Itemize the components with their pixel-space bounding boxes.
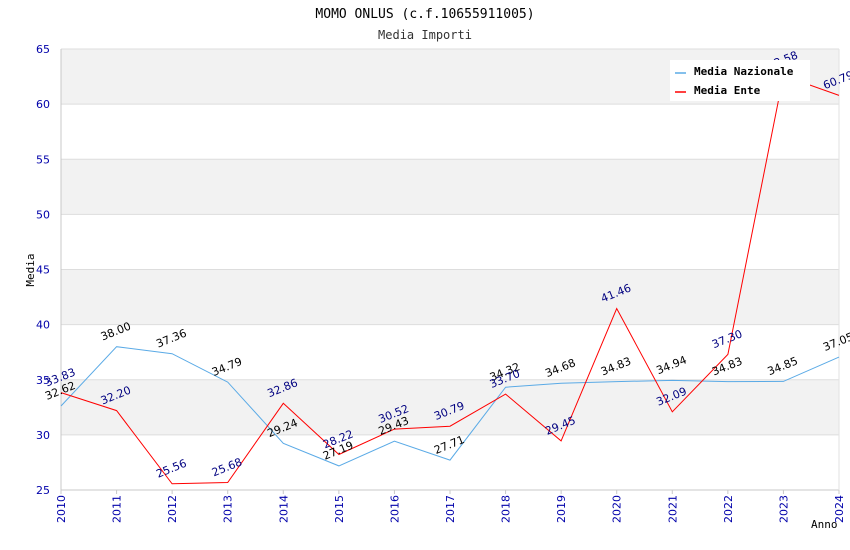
y-tick-50: 50 [36,208,50,221]
y-tick-45: 45 [36,264,50,277]
axes [60,49,840,494]
legend: Media Nazionale Media Ente [670,60,810,101]
band-4 [61,214,839,270]
y-tick-30: 30 [36,429,50,442]
band-2 [61,324,839,380]
x-tick-labels: 2010 2011 2012 2013 2014 2015 2016 2017 2018 2019… [55,495,846,523]
legend-label-media-ente: Media Ente [694,84,761,97]
x-tick-2016: 2016 [388,495,401,523]
x-tick-2011: 2011 [111,495,124,523]
legend-box [670,60,810,101]
x-axis-label: Anno [811,518,838,531]
y-tick-55: 55 [36,153,50,166]
x-tick-2022: 2022 [722,495,735,523]
x-tick-2024: 2024 [833,495,846,523]
x-tick-2017: 2017 [444,495,457,523]
y-tick-40: 40 [36,319,50,332]
band-6 [61,104,839,160]
x-tick-2018: 2018 [500,495,513,523]
chart-title: MOMO ONLUS (c.f.10655911005) [315,7,534,22]
x-tick-2013: 2013 [222,495,235,523]
y-axis-label: Media [24,253,37,286]
x-tick-2014: 2014 [277,495,290,523]
x-tick-2021: 2021 [666,495,679,523]
series-line-media-nazionale [60,346,840,467]
legend-label-media-nazionale: Media Nazionale [694,65,794,78]
y-tick-60: 60 [36,98,50,111]
y-tick-35: 35 [36,374,50,387]
x-tick-2020: 2020 [611,495,624,523]
chart-subtitle: Media Importi [378,28,472,42]
x-tick-2012: 2012 [166,495,179,523]
band-5 [61,159,839,215]
band-0 [61,434,839,490]
series-line-media-ente [60,75,840,485]
y-tick-65: 65 [36,43,50,56]
x-tick-2015: 2015 [333,495,346,523]
band-3 [61,269,839,325]
y-tick-25: 25 [36,484,50,497]
x-tick-2023: 2023 [777,495,790,523]
x-tick-2019: 2019 [555,495,568,523]
plot-background [61,49,839,490]
y-tick-labels: 25 30 35 40 45 50 55 60 65 [36,43,50,497]
x-tick-2010: 2010 [55,495,68,523]
